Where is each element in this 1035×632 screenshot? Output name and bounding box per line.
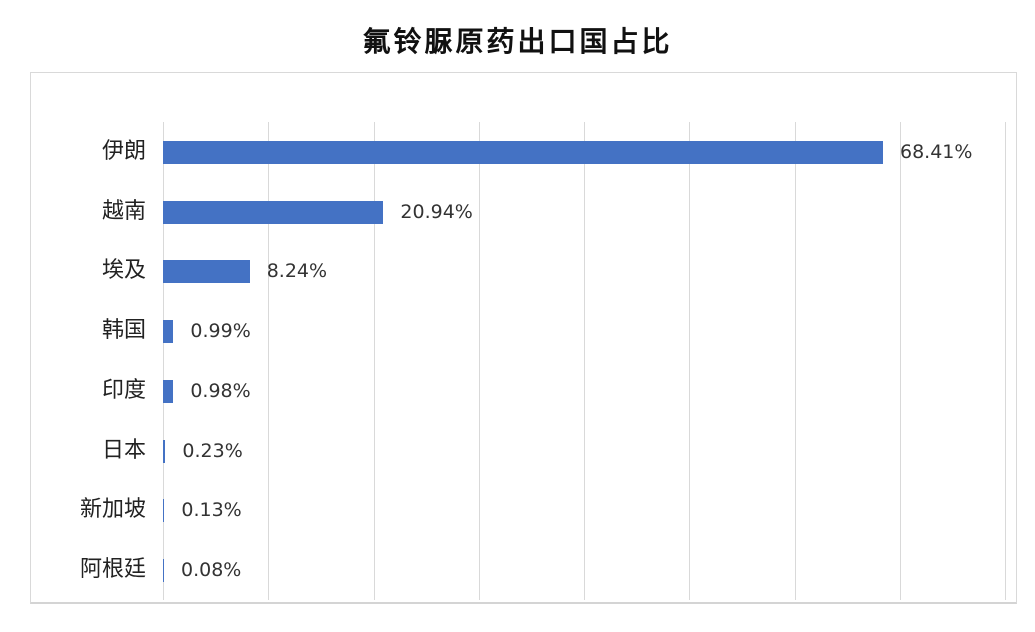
- bar[interactable]: [163, 379, 174, 403]
- plot-area: 伊朗 68.41% 越南 20.94% 埃及 8.24% 韩国 0.99% 印度 0.98% 日本 0…: [80, 122, 1006, 600]
- gridline: [163, 122, 164, 600]
- chart-title: 氟铃脲原药出口国占比: [362, 25, 673, 58]
- category-label: 日本: [101, 437, 146, 463]
- data-label: 0.98%: [190, 379, 251, 402]
- gridline: [478, 122, 480, 600]
- gridline: [584, 122, 585, 600]
- data-label: 20.94%: [400, 200, 473, 223]
- gridline: [689, 122, 691, 600]
- gridline: [794, 122, 796, 600]
- bar[interactable]: [163, 320, 174, 344]
- data-label: 0.13%: [181, 499, 242, 522]
- data-label: 0.99%: [190, 320, 251, 343]
- bar-row: 阿根廷 0.08%: [80, 540, 1005, 600]
- bar[interactable]: [163, 141, 883, 164]
- category-label: 韩国: [101, 318, 146, 344]
- category-label: 新加坡: [79, 497, 146, 523]
- bar-row: 越南 20.94%: [102, 182, 1005, 242]
- category-label: 越南: [101, 198, 146, 224]
- bar[interactable]: [163, 558, 164, 582]
- bar-row: 新加坡 0.13%: [80, 480, 1005, 540]
- category-label: 伊朗: [101, 139, 146, 164]
- bar[interactable]: [163, 439, 166, 463]
- bar-row: 印度 0.98%: [102, 361, 1005, 421]
- bar-row: 埃及 8.24%: [102, 241, 1005, 301]
- bar-row: 日本 0.23%: [102, 421, 1005, 481]
- category-label: 印度: [101, 377, 146, 403]
- data-label: 8.24%: [266, 260, 328, 283]
- bar-row: 伊朗 68.41%: [102, 122, 1005, 182]
- bar[interactable]: [163, 260, 250, 284]
- bar[interactable]: [163, 200, 384, 224]
- gridline: [373, 122, 375, 600]
- data-label: 0.23%: [182, 439, 243, 462]
- gridline: [899, 122, 901, 600]
- gridline: [268, 122, 270, 600]
- data-label: 68.41%: [900, 141, 973, 163]
- bar[interactable]: [163, 499, 165, 523]
- gridline: [1005, 122, 1006, 600]
- category-label: 阿根廷: [79, 556, 146, 582]
- category-label: 埃及: [101, 258, 146, 284]
- data-label: 0.08%: [181, 558, 242, 581]
- bar-row: 韩国 0.99%: [102, 301, 1005, 361]
